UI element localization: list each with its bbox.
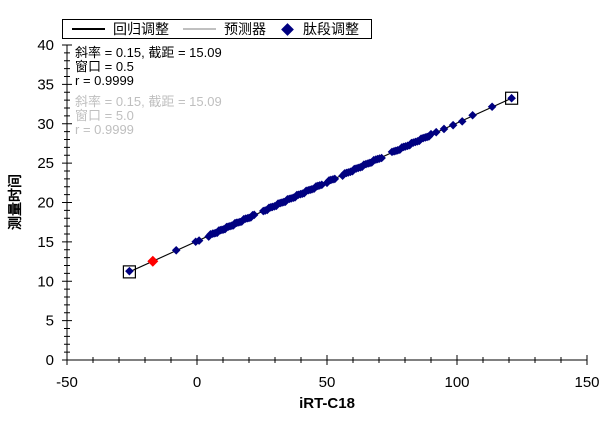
x-tick-label: -50: [56, 374, 78, 391]
peptide-point[interactable]: [317, 180, 327, 190]
y-tick-label: 30: [37, 116, 54, 133]
legend-label-predictor: 预测器: [224, 21, 266, 37]
y-tick-label: 40: [37, 37, 54, 54]
peptide-point[interactable]: [377, 153, 386, 163]
legend-item-peptides: 肽段调整: [280, 19, 359, 39]
legend-item-predictor: 预测器: [183, 19, 266, 39]
peptide-point[interactable]: [448, 120, 458, 130]
peptide-point[interactable]: [395, 145, 405, 155]
y-tick-label: 10: [37, 273, 54, 290]
regression-stats-secondary: 斜率 = 0.15, 截距 = 15.09 窗口 = 5.0 r = 0.999…: [75, 95, 222, 137]
stats-window: 窗口 = 0.5: [75, 59, 134, 74]
x-tick-label: 50: [319, 374, 336, 391]
peptide-point[interactable]: [171, 245, 181, 255]
y-tick-label: 35: [37, 76, 54, 93]
diamond-swatch-icon: [281, 22, 294, 36]
peptide-point[interactable]: [439, 124, 449, 134]
x-axis-title: iRT-C18: [299, 395, 355, 412]
peptide-point[interactable]: [431, 127, 441, 137]
y-axis-title: 测量时间: [7, 174, 23, 230]
legend-label-regression: 回归调整: [113, 21, 169, 37]
y-tick-label: 5: [46, 313, 54, 330]
x-tick-label: 100: [444, 374, 469, 391]
peptide-point[interactable]: [322, 178, 332, 188]
stats-window-2: 窗口 = 5.0: [75, 108, 134, 123]
legend-item-regression: 回归调整: [72, 19, 169, 39]
peptide-point[interactable]: [194, 236, 204, 245]
predictor-line-swatch-icon: [183, 28, 216, 30]
peptide-point[interactable]: [487, 102, 497, 112]
peptide-point[interactable]: [367, 158, 377, 167]
y-tick-label: 25: [37, 155, 54, 172]
peptide-point[interactable]: [309, 184, 319, 194]
stats-slope-intercept: 斜率 = 0.15, 截距 = 15.09: [75, 45, 222, 60]
peptide-point[interactable]: [299, 188, 309, 198]
y-tick-label: 0: [46, 352, 54, 369]
peptide-point[interactable]: [468, 110, 477, 120]
stats-r-2: r = 0.9999: [75, 122, 134, 137]
peptide-point[interactable]: [125, 266, 134, 276]
peptide-point[interactable]: [507, 93, 516, 103]
stats-r: r = 0.9999: [75, 73, 134, 88]
highlighted-point[interactable]: [147, 255, 159, 267]
peptide-point[interactable]: [457, 117, 467, 126]
peptide-point[interactable]: [281, 197, 290, 207]
regression-line-swatch-icon: [72, 28, 105, 30]
peptide-point[interactable]: [330, 174, 340, 184]
y-tick-label: 20: [37, 195, 54, 212]
legend-label-peptides: 肽段调整: [303, 21, 359, 37]
endpoint-marker-box: [122, 265, 137, 279]
stats-slope-intercept-2: 斜率 = 0.15, 截距 = 15.09: [75, 94, 222, 109]
regression-stats-primary: 斜率 = 0.15, 截距 = 15.09 窗口 = 0.5 r = 0.999…: [75, 46, 222, 88]
y-tick-label: 15: [37, 234, 54, 251]
x-tick-label: 0: [193, 374, 201, 391]
peptide-point[interactable]: [249, 210, 259, 220]
endpoint-marker-box: [505, 91, 519, 105]
x-tick-label: 150: [574, 374, 599, 391]
peptide-point[interactable]: [191, 237, 200, 247]
legend: 回归调整 预测器 肽段调整: [62, 19, 372, 39]
